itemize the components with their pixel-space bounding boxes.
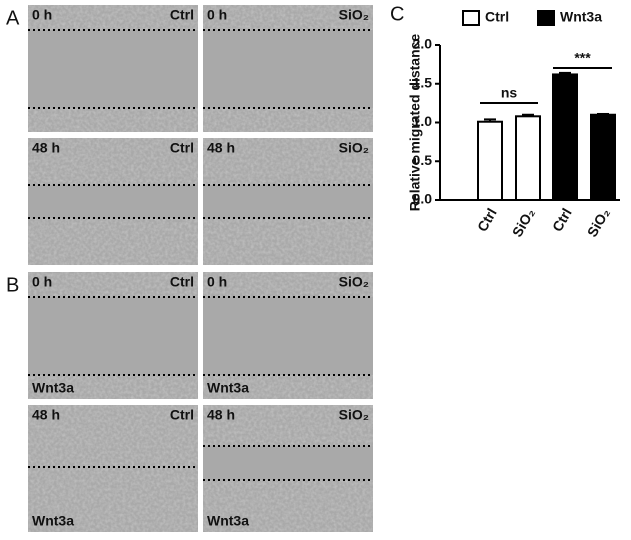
- legend-label: Wnt3a: [560, 9, 602, 25]
- cells: [203, 405, 373, 446]
- cells: [28, 138, 198, 185]
- significance-label: ***: [574, 50, 591, 66]
- x-tick-label: SiO₂: [509, 205, 538, 239]
- condition-label: SiO₂: [339, 274, 369, 290]
- micrograph: 48 h SiO₂: [203, 138, 373, 265]
- micrograph: 48 h SiO₂ Wnt3a: [203, 405, 373, 532]
- cells: [203, 5, 373, 30]
- cells: [203, 375, 373, 399]
- condition-label: Ctrl: [170, 407, 194, 423]
- y-tick-label: 0.0: [413, 191, 433, 207]
- condition-label: Ctrl: [170, 7, 194, 23]
- cells: [28, 405, 198, 467]
- cells-label: Wnt3a: [32, 380, 74, 396]
- y-tick-label: 1.0: [413, 113, 433, 129]
- cells: [203, 218, 373, 265]
- micrograph: 0 h Ctrl: [28, 5, 198, 132]
- time-label: 48 h: [32, 407, 60, 423]
- condition-label: SiO₂: [339, 7, 369, 23]
- bar: [515, 115, 541, 201]
- micrograph: 0 h SiO₂: [203, 5, 373, 132]
- cells: [203, 138, 373, 185]
- condition-label: SiO₂: [339, 140, 369, 156]
- cells: [203, 480, 373, 532]
- panel-letter: C: [390, 3, 404, 25]
- cells: [28, 272, 198, 297]
- cells: [28, 467, 198, 532]
- cells: [28, 5, 198, 30]
- y-axis-label: Relative migrated distance: [407, 34, 423, 212]
- y-tick-label: 1.5: [413, 74, 433, 90]
- time-label: 48 h: [207, 407, 235, 423]
- micrograph: 0 h SiO₂ Wnt3a: [203, 272, 373, 399]
- time-label: 48 h: [207, 140, 235, 156]
- time-label: 48 h: [32, 140, 60, 156]
- legend-label: Ctrl: [485, 9, 509, 25]
- time-label: 0 h: [207, 274, 227, 290]
- cells: [28, 375, 198, 399]
- y-tick-label: 0.5: [413, 152, 433, 168]
- cells-label: Wnt3a: [32, 513, 74, 529]
- legend-swatch: [462, 10, 480, 26]
- x-tick-label: Ctrl: [474, 205, 500, 234]
- time-label: 0 h: [207, 7, 227, 23]
- legend-swatch: [537, 10, 555, 26]
- condition-label: Ctrl: [170, 274, 194, 290]
- cells-label: Wnt3a: [207, 380, 249, 396]
- cells: [203, 108, 373, 132]
- condition-label: SiO₂: [339, 407, 369, 423]
- micrograph: 48 h Ctrl: [28, 138, 198, 265]
- bar: [477, 120, 503, 201]
- bar: [590, 113, 616, 201]
- time-label: 0 h: [32, 7, 52, 23]
- cells-label: Wnt3a: [207, 513, 249, 529]
- micrograph: 0 h Ctrl Wnt3a: [28, 272, 198, 399]
- x-tick-label: SiO₂: [584, 205, 613, 239]
- y-tick-label: 2.0: [413, 36, 433, 52]
- cells: [28, 108, 198, 132]
- condition-label: Ctrl: [170, 140, 194, 156]
- cells: [203, 272, 373, 297]
- panel-letter: B: [6, 274, 19, 296]
- cells: [28, 218, 198, 265]
- panel-letter: A: [6, 7, 20, 29]
- significance-label: ns: [501, 85, 518, 101]
- time-label: 0 h: [32, 274, 52, 290]
- x-tick-label: Ctrl: [549, 205, 575, 234]
- bar: [552, 73, 578, 201]
- micrograph: 48 h Ctrl Wnt3a: [28, 405, 198, 532]
